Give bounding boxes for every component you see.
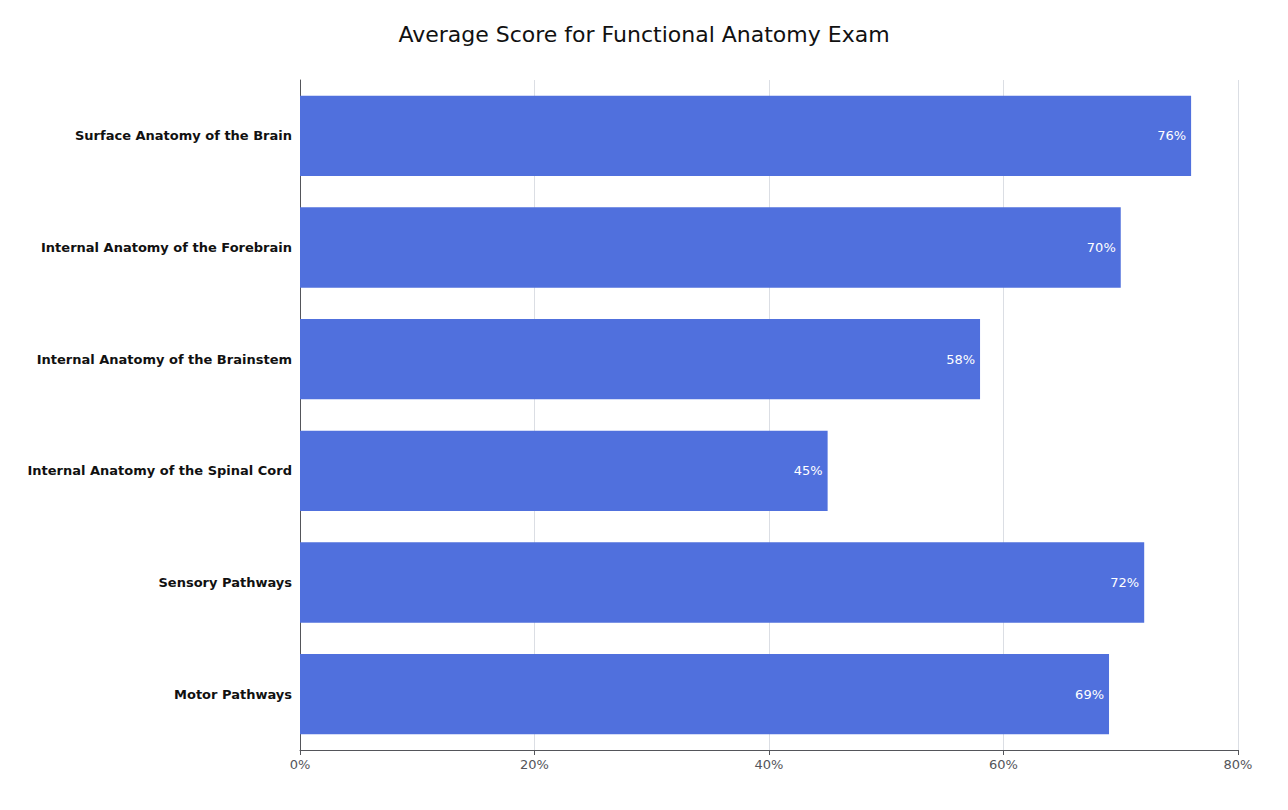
svg-text:80%: 80% [1224, 757, 1253, 772]
svg-text:Internal Anatomy of the Brains: Internal Anatomy of the Brainstem [37, 352, 292, 367]
svg-text:76%: 76% [1157, 128, 1186, 143]
svg-text:Internal Anatomy of the Forebr: Internal Anatomy of the Forebrain [41, 240, 292, 255]
svg-text:Internal Anatomy of the Spinal: Internal Anatomy of the Spinal Cord [27, 463, 292, 478]
svg-text:20%: 20% [520, 757, 549, 772]
svg-text:45%: 45% [794, 463, 823, 478]
svg-text:69%: 69% [1075, 687, 1104, 702]
svg-text:70%: 70% [1087, 240, 1116, 255]
svg-text:40%: 40% [755, 757, 784, 772]
svg-text:Motor Pathways: Motor Pathways [174, 687, 292, 702]
svg-text:72%: 72% [1110, 575, 1139, 590]
svg-text:58%: 58% [946, 352, 975, 367]
svg-text:0%: 0% [290, 757, 311, 772]
svg-text:Surface Anatomy of the Brain: Surface Anatomy of the Brain [75, 128, 292, 143]
svg-text:60%: 60% [989, 757, 1018, 772]
svg-text:Average Score for Functional A: Average Score for Functional Anatomy Exa… [398, 22, 889, 47]
svg-text:Sensory Pathways: Sensory Pathways [158, 575, 292, 590]
